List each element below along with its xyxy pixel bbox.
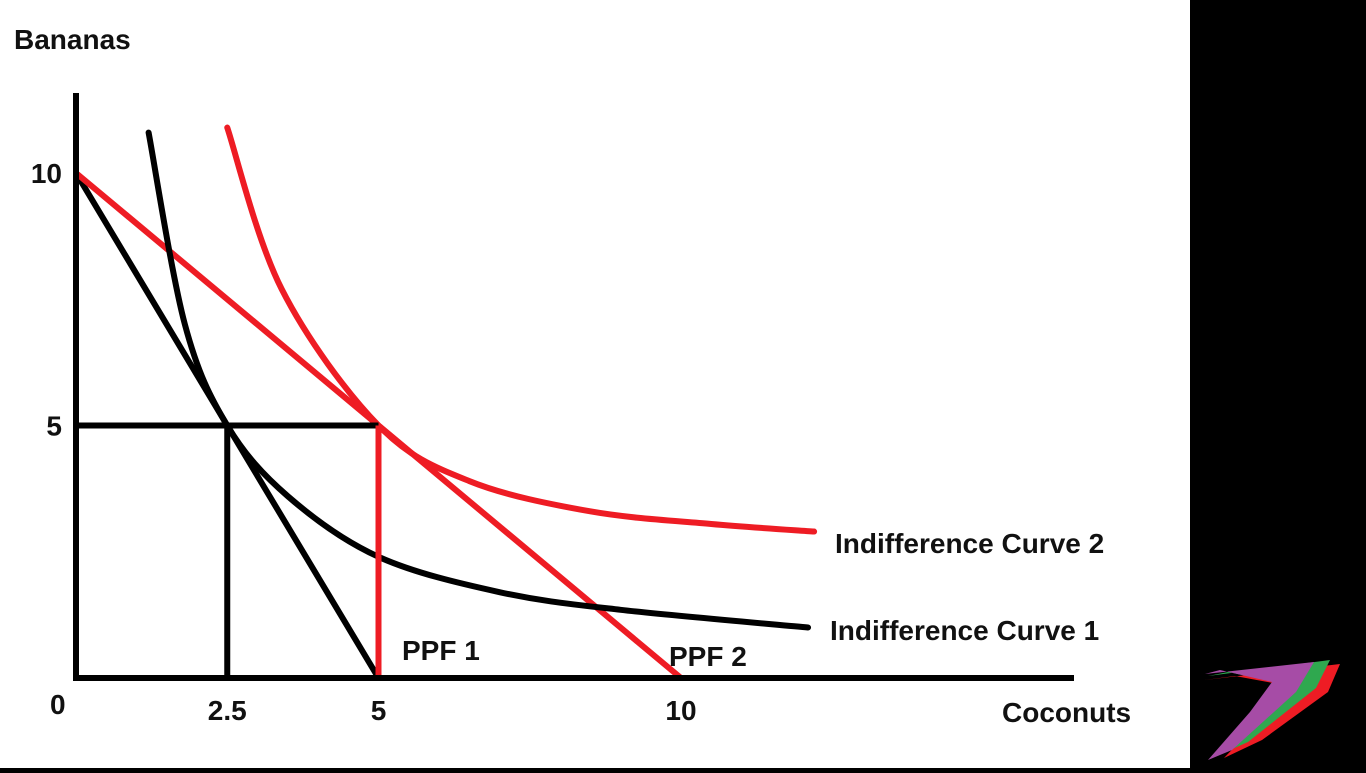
logo-purple-stripe [1205, 662, 1314, 760]
x-tick-label-10: 10 [665, 695, 696, 726]
side-panel [1190, 0, 1366, 768]
y-tick-labels: 5 10 [31, 158, 62, 442]
y-axis-label: Bananas [14, 24, 131, 55]
y-tick-label-10: 10 [31, 158, 62, 189]
indifference-curve-2-label: Indifference Curve 2 [835, 528, 1104, 559]
ppf-1-label: PPF 1 [402, 635, 480, 666]
origin-label: 0 [50, 689, 66, 720]
indifference-curve-1-label: Indifference Curve 1 [830, 615, 1099, 646]
ppf-2-label: PPF 2 [669, 641, 747, 672]
x-tick-labels: 2.5 5 10 [208, 695, 697, 726]
guides-layer [76, 422, 382, 678]
y-tick-label-5: 5 [46, 411, 62, 442]
x-tick-label-2-5: 2.5 [208, 695, 247, 726]
x-axis-label: Coconuts [1002, 697, 1131, 728]
series-indifference-curve-2 [224, 124, 818, 535]
swoosh-logo [1205, 660, 1340, 760]
x-tick-label-5: 5 [371, 695, 387, 726]
plot-background [0, 0, 1190, 768]
series-indifference-curve-1 [145, 129, 812, 631]
